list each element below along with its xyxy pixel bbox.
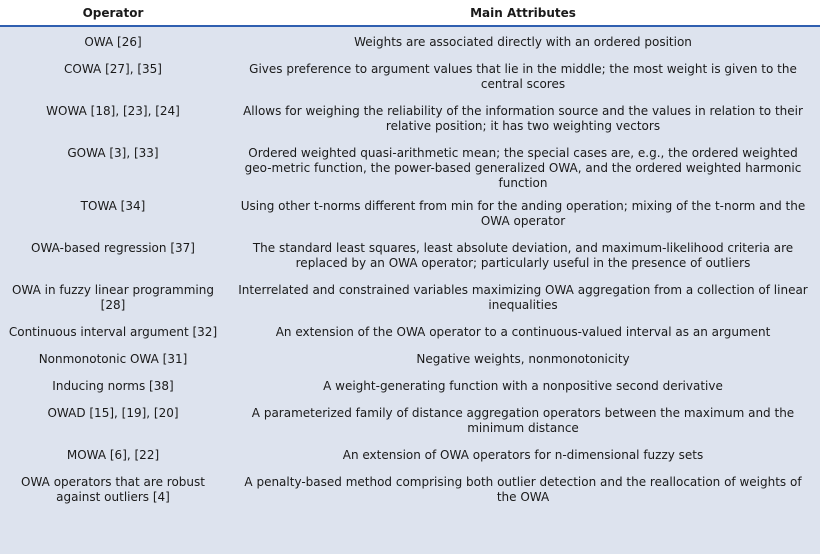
attributes-cell: An extension of OWA operators for n-dime… [342,448,704,462]
attributes-cell: The standard least squares, least absolu… [252,241,794,270]
operator-cell: MOWA [6], [22] [66,448,160,462]
attributes-cell: Interrelated and constrained variables m… [238,283,808,312]
operator-cell: WOWA [18], [23], [24] [46,104,180,118]
attributes-cell: Ordered weighted quasi-arithmetic mean; … [244,146,802,190]
operators-table: Operator Main Attributes OWA [26] Weight… [0,0,820,509]
attributes-cell: Negative weights, nonmonotonicity [416,352,630,366]
operator-cell: TOWA [34] [80,199,146,213]
header-operator: Operator [0,0,226,27]
table-row: Continuous interval argument [32] An ext… [0,317,820,344]
operator-cell: COWA [27], [35] [64,62,162,76]
table-row: TOWA [34] Using other t-norms different … [0,191,820,233]
header-row: Operator Main Attributes [0,0,820,27]
attributes-cell: A parameterized family of distance aggre… [251,406,795,435]
table-row: OWAD [15], [19], [20] A parameterized fa… [0,398,820,440]
attributes-cell: Using other t-norms different from min f… [240,199,806,228]
attributes-cell: A weight-generating function with a nonp… [323,379,723,393]
attributes-cell: Gives preference to argument values that… [249,62,797,91]
table-row: OWA [26] Weights are associated directly… [0,26,820,54]
table-row: MOWA [6], [22] An extension of OWA opera… [0,440,820,467]
operator-cell: OWA-based regression [37] [31,241,195,255]
operator-cell: OWA [26] [84,35,142,49]
table-row: OWA operators that are robust against ou… [0,467,820,509]
attributes-cell: Allows for weighing the reliability of t… [243,104,803,133]
table-row: OWA-based regression [37] The standard l… [0,233,820,275]
operator-cell: OWAD [15], [19], [20] [47,406,179,420]
operator-cell: Continuous interval argument [32] [8,325,218,339]
attributes-cell: A penalty-based method comprising both o… [244,475,802,504]
table-row: GOWA [3], [33] Ordered weighted quasi-ar… [0,138,820,191]
operator-cell: OWA operators that are robust against ou… [21,475,205,504]
header-attributes: Main Attributes [226,0,820,27]
operator-cell: Inducing norms [38] [52,379,174,393]
table-row: Nonmonotonic OWA [31] Negative weights, … [0,344,820,371]
table-row: WOWA [18], [23], [24] Allows for weighin… [0,96,820,138]
operator-cell: GOWA [3], [33] [67,146,159,160]
attributes-cell: Weights are associated directly with an … [354,35,692,49]
table-row: OWA in fuzzy linear programming [28] Int… [0,275,820,317]
operator-cell: OWA in fuzzy linear programming [28] [11,283,214,312]
operator-cell: Nonmonotonic OWA [31] [38,352,188,366]
table-row: Inducing norms [38] A weight-generating … [0,371,820,398]
table-row: COWA [27], [35] Gives preference to argu… [0,54,820,96]
attributes-cell: An extension of the OWA operator to a co… [275,325,771,339]
